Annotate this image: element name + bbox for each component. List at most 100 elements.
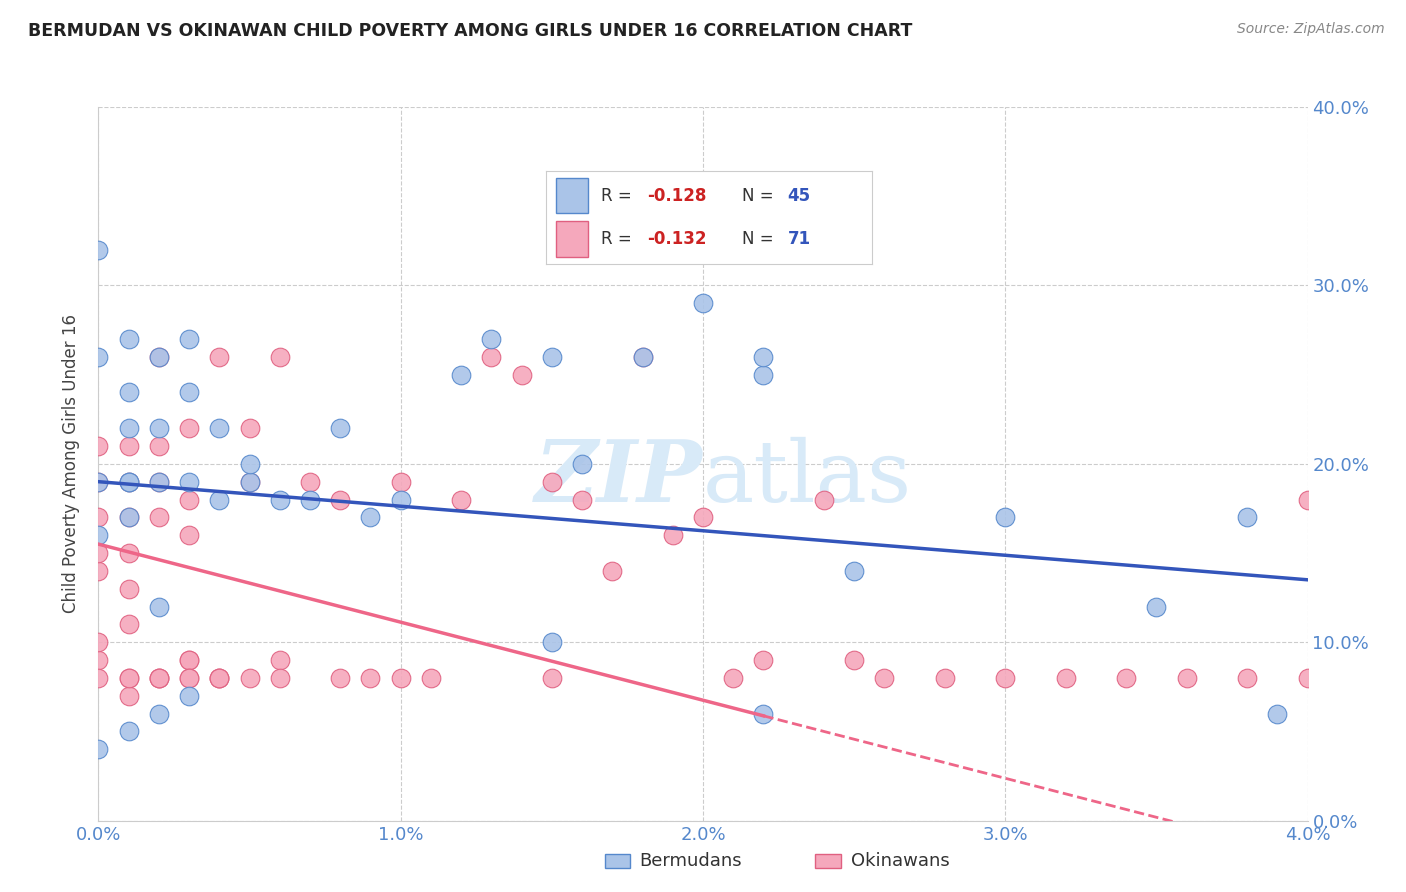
Point (631, 350, 654, 364)
Point (179, 385, 201, 400)
Point (179, 475, 201, 489)
Point (239, 421, 262, 435)
Point (208, 671, 231, 685)
FancyBboxPatch shape (555, 178, 588, 213)
Point (813, 492, 835, 507)
Point (752, 350, 775, 364)
Point (118, 671, 141, 685)
Point (692, 510, 714, 524)
Point (239, 475, 262, 489)
Point (360, 510, 382, 524)
Point (450, 368, 472, 382)
Point (360, 671, 382, 685)
Point (752, 653, 775, 667)
Point (118, 582, 141, 596)
Point (179, 671, 201, 685)
Text: Bermudans: Bermudans (640, 852, 742, 870)
Point (118, 421, 141, 435)
Point (329, 492, 352, 507)
Point (208, 350, 231, 364)
Point (269, 350, 291, 364)
Point (87, 528, 110, 542)
Point (148, 510, 170, 524)
Text: 71: 71 (787, 230, 810, 248)
Point (1296, 671, 1319, 685)
Point (602, 564, 624, 578)
Point (148, 439, 170, 453)
Point (179, 492, 201, 507)
Point (692, 296, 714, 310)
Point (208, 421, 231, 435)
Point (118, 475, 141, 489)
Point (994, 671, 1017, 685)
Point (420, 671, 443, 685)
Point (571, 492, 593, 507)
Point (118, 617, 141, 632)
Point (389, 475, 412, 489)
Point (118, 332, 141, 346)
Point (118, 510, 141, 524)
Point (148, 475, 170, 489)
Point (148, 350, 170, 364)
Point (329, 671, 352, 685)
Point (631, 350, 654, 364)
Point (299, 492, 322, 507)
Point (118, 724, 141, 739)
Point (269, 653, 291, 667)
Point (87, 635, 110, 649)
Point (87, 350, 110, 364)
Text: -0.132: -0.132 (647, 230, 707, 248)
Text: Source: ZipAtlas.com: Source: ZipAtlas.com (1237, 22, 1385, 37)
Point (87, 546, 110, 560)
Point (1236, 671, 1258, 685)
Point (389, 492, 412, 507)
FancyBboxPatch shape (555, 221, 588, 257)
Point (148, 599, 170, 614)
Point (1236, 510, 1258, 524)
Text: BERMUDAN VS OKINAWAN CHILD POVERTY AMONG GIRLS UNDER 16 CORRELATION CHART: BERMUDAN VS OKINAWAN CHILD POVERTY AMONG… (28, 22, 912, 40)
Point (87, 653, 110, 667)
Point (87, 475, 110, 489)
Point (208, 492, 231, 507)
Point (752, 368, 775, 382)
Text: N =: N = (742, 187, 779, 205)
Point (1054, 671, 1077, 685)
Point (389, 671, 412, 685)
Point (844, 653, 866, 667)
Point (148, 421, 170, 435)
Y-axis label: Child Poverty Among Girls Under 16: Child Poverty Among Girls Under 16 (62, 314, 80, 614)
Point (481, 332, 503, 346)
Text: 45: 45 (787, 187, 810, 205)
Point (541, 350, 564, 364)
Point (510, 368, 533, 382)
Point (118, 671, 141, 685)
Point (541, 635, 564, 649)
Point (179, 421, 201, 435)
Point (269, 492, 291, 507)
Text: Okinawans: Okinawans (851, 852, 949, 870)
Point (179, 528, 201, 542)
Point (118, 546, 141, 560)
Point (873, 671, 896, 685)
Point (87, 671, 110, 685)
Point (450, 492, 472, 507)
Point (118, 475, 141, 489)
Point (723, 671, 745, 685)
Text: atlas: atlas (703, 436, 912, 520)
Point (1175, 671, 1198, 685)
Point (1296, 492, 1319, 507)
Point (934, 671, 956, 685)
Point (179, 671, 201, 685)
Text: R =: R = (602, 230, 637, 248)
Point (148, 671, 170, 685)
Point (87, 243, 110, 257)
Point (1146, 599, 1168, 614)
Point (1267, 706, 1289, 721)
Point (118, 475, 141, 489)
Point (208, 671, 231, 685)
Point (179, 332, 201, 346)
Point (148, 475, 170, 489)
Text: -0.128: -0.128 (647, 187, 706, 205)
Point (329, 421, 352, 435)
Point (118, 385, 141, 400)
